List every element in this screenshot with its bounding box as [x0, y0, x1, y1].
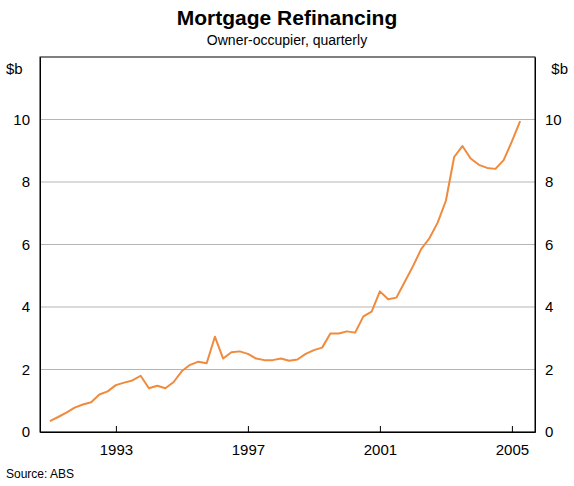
tick: 10 [13, 111, 40, 128]
tick: 0 [22, 423, 40, 440]
tick-label: 8 [22, 173, 30, 190]
tick: 2005 [496, 426, 529, 458]
tick: 1997 [232, 426, 265, 458]
tick-mark [116, 426, 117, 432]
chart: Mortgage Refinancing Owner-occupier, quar… [0, 0, 574, 486]
tick-label: 1997 [232, 441, 265, 458]
tick-mark [380, 426, 381, 432]
tick-mark [248, 426, 249, 432]
tick-label: 4 [22, 298, 30, 315]
title: Mortgage Refinancing [177, 6, 398, 29]
tick-label: 2 [545, 361, 553, 378]
source: Source: ABS [6, 467, 74, 481]
grid [40, 120, 535, 433]
tick-label: 6 [545, 236, 553, 253]
tick: 6 [535, 236, 553, 253]
tick: 8 [22, 173, 40, 190]
axis-line [41, 432, 536, 433]
y-axis-left: 0 2 4 6 8 10 [13, 58, 40, 441]
tick-label: 1993 [100, 441, 133, 458]
tick-label: 2 [22, 361, 30, 378]
tick-label: 6 [22, 236, 30, 253]
y-unit-right: $b [551, 60, 568, 77]
plot-area [50, 121, 520, 421]
grid-line [40, 119, 535, 120]
tick-label: 4 [545, 298, 553, 315]
x-axis: 1993 1997 2001 2005 [41, 426, 536, 458]
tick: 1993 [100, 426, 133, 458]
y-unit-left: $b [6, 60, 23, 77]
data-line [50, 121, 520, 421]
plot-frame [40, 57, 535, 432]
tick: 0 [535, 423, 553, 440]
tick-label: 0 [545, 423, 553, 440]
tick-label: 10 [545, 111, 562, 128]
tick-label: 10 [13, 111, 30, 128]
tick: 4 [22, 298, 40, 315]
tick-mark [512, 426, 513, 432]
tick-label: 2001 [364, 441, 397, 458]
tick: 4 [535, 298, 553, 315]
tick: 2 [535, 361, 553, 378]
tick: 2001 [364, 426, 397, 458]
grid-line [40, 244, 535, 245]
tick-label: 8 [545, 173, 553, 190]
y-axis-right: 0 2 4 6 8 10 [535, 58, 562, 441]
tick-label: 0 [22, 423, 30, 440]
grid-line [40, 369, 535, 370]
tick: 10 [535, 111, 562, 128]
axis-line [40, 58, 41, 433]
axis-line [535, 58, 536, 433]
tick: 2 [22, 361, 40, 378]
subtitle: Owner-occupier, quarterly [207, 32, 367, 48]
grid-line [40, 182, 535, 183]
tick: 8 [535, 173, 553, 190]
tick: 6 [22, 236, 40, 253]
tick-label: 2005 [496, 441, 529, 458]
grid-line [40, 307, 535, 308]
